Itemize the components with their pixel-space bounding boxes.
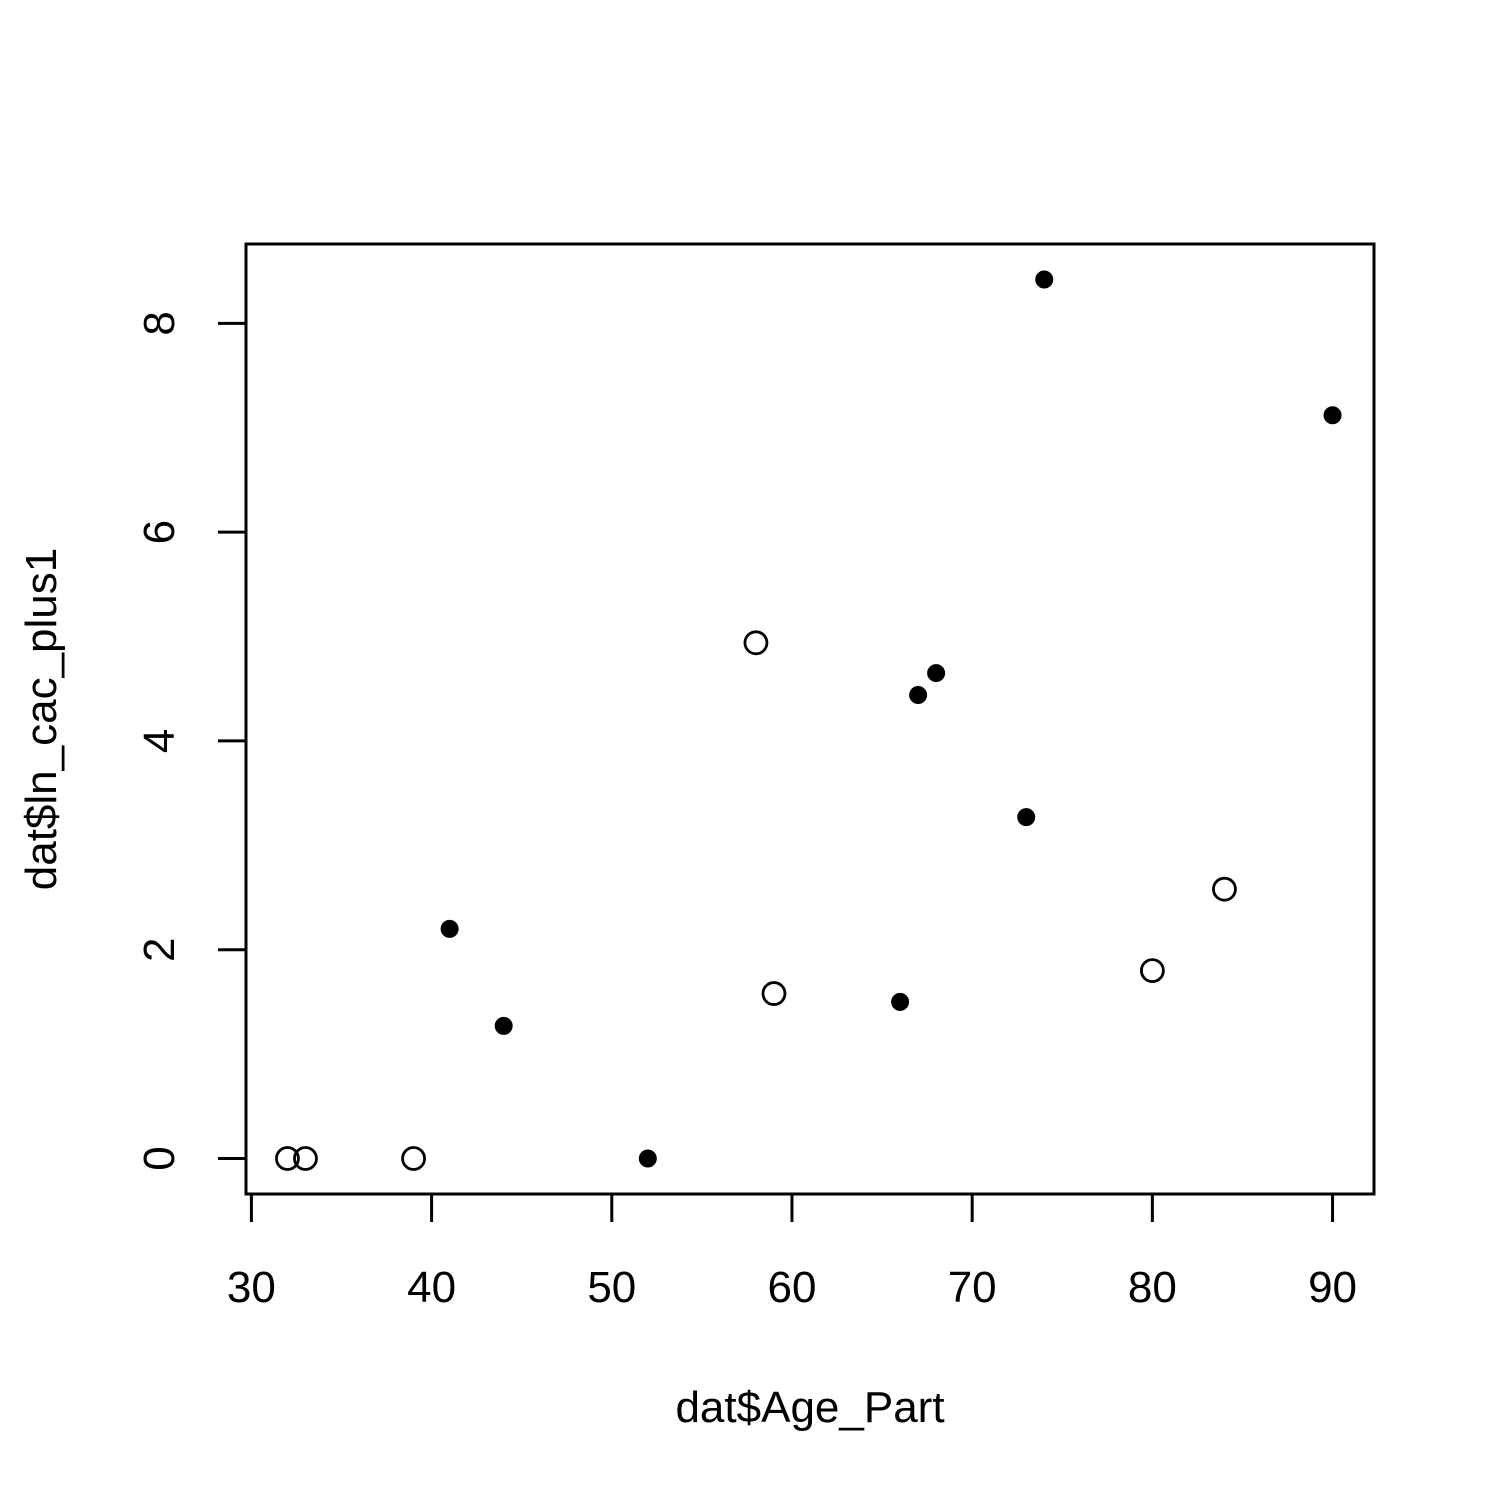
data-point-filled — [909, 685, 928, 704]
data-point-open — [1139, 958, 1165, 983]
x-tick-label: 50 — [587, 1263, 636, 1312]
y-tick-label: 8 — [135, 311, 184, 335]
y-axis-label: dat$ln_cac_plus1 — [17, 548, 66, 890]
data-points — [275, 270, 1342, 1171]
data-point-filled — [1035, 270, 1054, 289]
data-point-filled — [440, 919, 459, 938]
x-tick-label: 60 — [768, 1263, 817, 1312]
data-point-filled — [1323, 406, 1342, 425]
y-tick-label: 0 — [135, 1146, 184, 1170]
y-tick-label: 2 — [135, 937, 184, 961]
data-point-filled — [927, 664, 946, 683]
data-point-filled — [1017, 808, 1036, 827]
data-point-open — [761, 981, 787, 1006]
data-point-filled — [891, 992, 910, 1011]
x-axis: 30 40 50 60 70 80 90 — [227, 1192, 1357, 1312]
data-point-open — [275, 1146, 300, 1171]
data-point-open — [293, 1146, 318, 1171]
x-tick-label: 70 — [948, 1263, 997, 1312]
y-axis: 0 2 4 6 8 — [135, 311, 248, 1171]
x-tick-label: 30 — [227, 1263, 276, 1312]
x-tick-label: 40 — [407, 1263, 456, 1312]
data-point-filled — [494, 1016, 513, 1035]
x-tick-label: 80 — [1128, 1263, 1177, 1312]
x-axis-label: dat$Age_Part — [675, 1383, 944, 1432]
data-point-filled — [638, 1149, 657, 1168]
data-point-open — [1212, 876, 1237, 902]
x-tick-label: 90 — [1308, 1263, 1357, 1312]
y-tick-label: 6 — [135, 520, 184, 544]
data-point-open — [401, 1146, 426, 1171]
plot-frame — [244, 242, 1376, 1196]
data-point-open — [743, 630, 769, 656]
y-tick-label: 4 — [135, 729, 184, 753]
